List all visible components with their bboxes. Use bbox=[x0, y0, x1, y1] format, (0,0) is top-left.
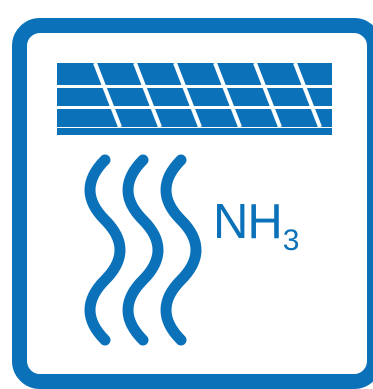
wave-line bbox=[84, 154, 126, 346]
solar-panel-icon bbox=[57, 62, 332, 135]
formula-main: NH bbox=[213, 195, 283, 249]
solar-panel-ammonia-emission-icon bbox=[57, 62, 332, 346]
gas-waves-icon bbox=[84, 154, 202, 346]
wave-line bbox=[122, 154, 164, 346]
chemical-formula: NH3 bbox=[213, 195, 299, 256]
wave-line bbox=[160, 154, 202, 346]
formula-subscript: 3 bbox=[282, 224, 300, 257]
